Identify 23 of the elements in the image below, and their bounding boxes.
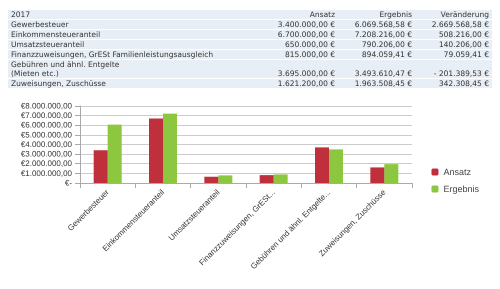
bar [204,176,218,183]
bar [149,118,163,183]
legend-label: Ansatz [443,167,472,177]
bar [94,150,108,183]
y-tick-label: €6.000.000,00 [20,120,73,130]
y-tick-label: €2.000.000,00 [20,159,73,168]
y-tick-label: €5.000.000,00 [20,130,73,140]
y-tick-label: €3.000.000,00 [20,150,73,159]
bar [260,175,274,183]
y-tick-label: €7.000.000,00 [20,111,73,120]
y-tick-label: €4.000.000,00 [20,140,73,149]
bar [384,164,398,183]
bar [274,174,288,183]
bar [218,175,232,183]
y-tick-label: €- [64,178,72,188]
bar [108,124,122,183]
y-tick-label: €8.000.000,00 [20,102,73,110]
bar [163,114,177,183]
legend-label: Ergebnis [443,184,480,194]
bar [315,147,329,183]
bar [370,167,384,183]
y-tick-label: €1.000.000,00 [20,168,73,178]
bar [329,149,343,183]
